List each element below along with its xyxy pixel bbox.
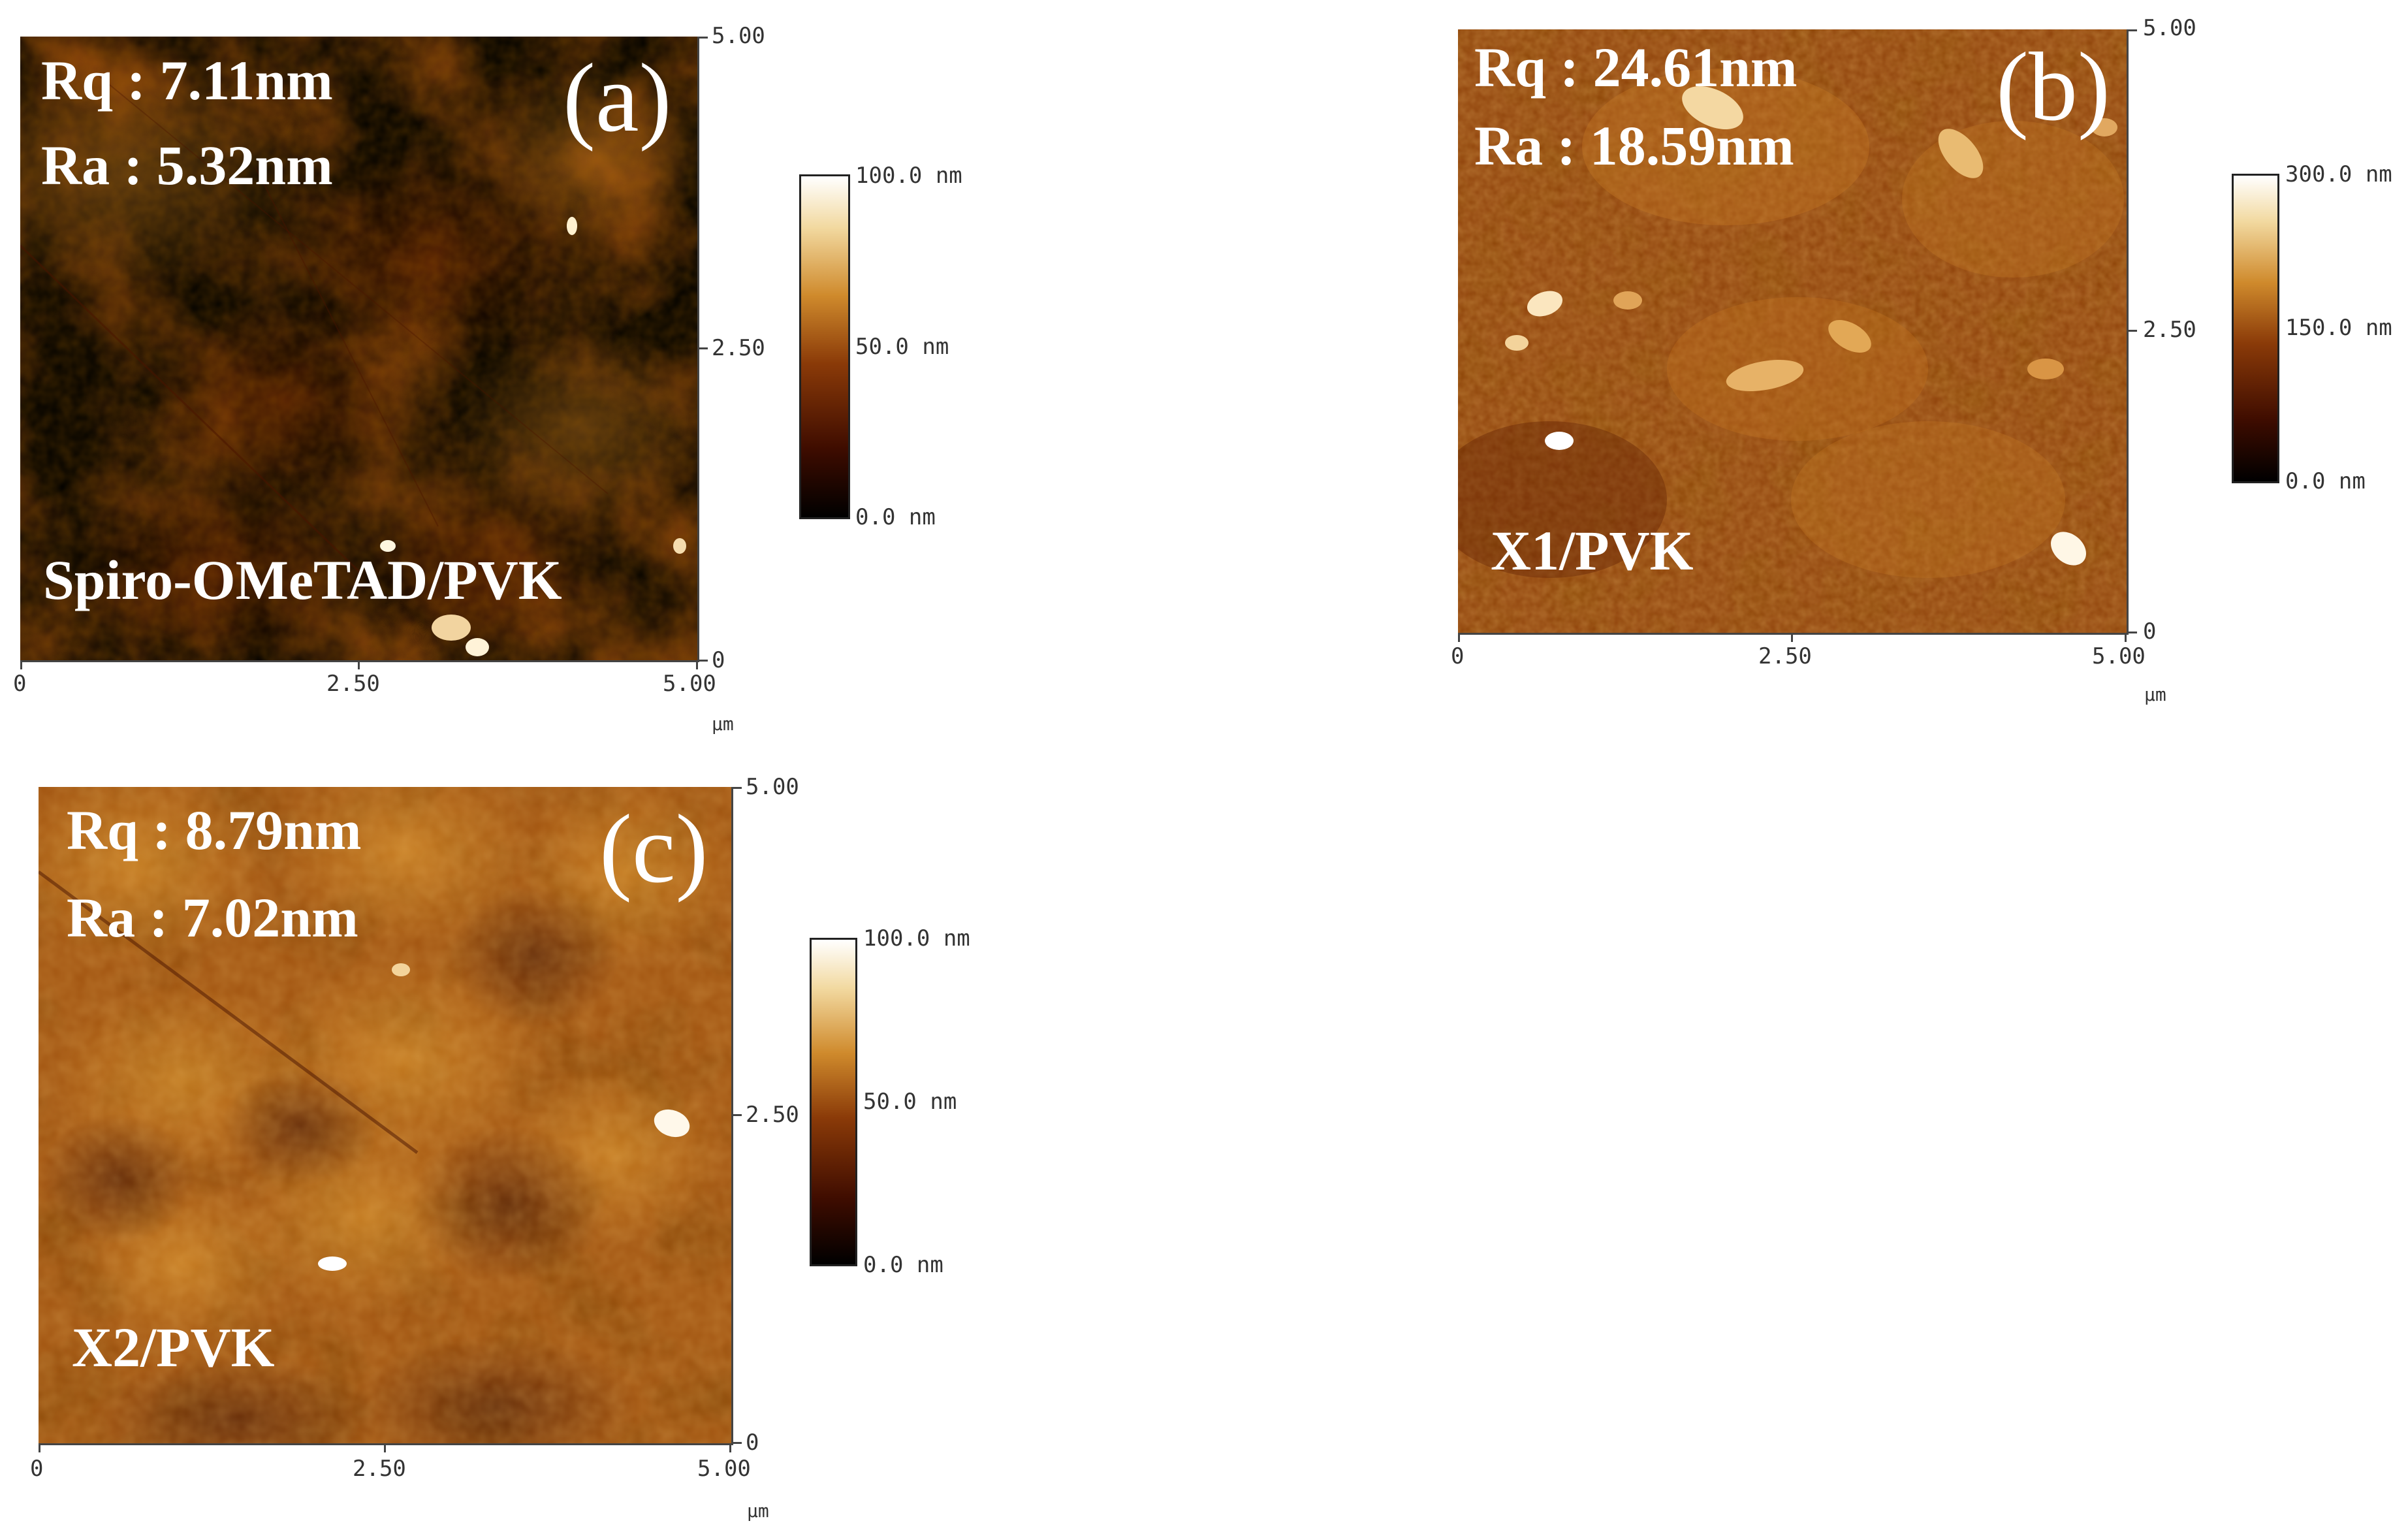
y-tick-label-c-2: 0 xyxy=(746,1430,759,1456)
y-tick-label-c-1: 2.50 xyxy=(746,1102,799,1128)
panel-letter-b: (b) xyxy=(1996,33,2110,141)
y-tick-a-0 xyxy=(697,37,708,39)
colorbar-mid-a: 50.0 nm xyxy=(855,334,949,360)
x-tick-c-1 xyxy=(384,1443,386,1452)
x-tick-c-0 xyxy=(39,1443,40,1452)
afm-image-a xyxy=(20,37,697,660)
y-tick-c-1 xyxy=(731,1114,742,1116)
y-tick-label-b-1: 2.50 xyxy=(2143,317,2196,343)
y-axis-a xyxy=(697,37,699,662)
y-tick-label-a-2: 0 xyxy=(712,647,725,673)
y-axis-b xyxy=(2127,29,2129,635)
sample-label-b: X1/PVK xyxy=(1491,519,1694,582)
y-tick-label-a-1: 2.50 xyxy=(712,335,765,361)
y-tick-label-c-0: 5.00 xyxy=(746,774,799,800)
unit-label-c: µm xyxy=(747,1500,769,1522)
colorbar-max-a: 100.0 nm xyxy=(855,163,962,189)
x-tick-label-b-2: 5.00 xyxy=(2092,643,2146,669)
x-tick-b-0 xyxy=(1458,633,1460,642)
colorbar-max-c: 100.0 nm xyxy=(863,925,970,952)
colorbar-mid-b: 150.0 nm xyxy=(2285,315,2392,341)
x-tick-label-c-1: 2.50 xyxy=(353,1456,406,1482)
afm-image-c xyxy=(39,787,731,1443)
colorbar-b xyxy=(2232,174,2279,483)
ra-label-a: Ra : 5.32nm xyxy=(41,134,333,197)
unit-label-a: µm xyxy=(712,713,734,735)
x-axis-c xyxy=(39,1443,731,1445)
afm-image-b xyxy=(1458,29,2127,633)
sample-label-a: Spiro-OMeTAD/PVK xyxy=(43,549,562,611)
ra-label-b: Ra : 18.59nm xyxy=(1474,114,1794,177)
x-tick-a-0 xyxy=(20,660,22,669)
y-tick-label-b-2: 0 xyxy=(2143,618,2157,645)
ra-label-c: Ra : 7.02nm xyxy=(67,886,358,949)
y-tick-c-2 xyxy=(731,1442,742,1444)
panel-letter-c: (c) xyxy=(599,795,708,903)
y-tick-a-1 xyxy=(697,347,708,349)
x-tick-label-a-0: 0 xyxy=(13,671,27,697)
y-tick-b-2 xyxy=(2127,632,2137,633)
y-tick-c-0 xyxy=(731,787,742,789)
y-tick-label-a-0: 5.00 xyxy=(712,23,765,49)
x-tick-label-b-1: 2.50 xyxy=(1758,643,1812,669)
y-tick-b-1 xyxy=(2127,330,2137,332)
y-axis-c xyxy=(731,787,733,1445)
colorbar-a xyxy=(799,174,850,519)
colorbar-max-b: 300.0 nm xyxy=(2285,161,2392,187)
x-tick-label-a-2: 5.00 xyxy=(663,671,716,697)
x-tick-label-c-2: 5.00 xyxy=(697,1456,751,1482)
panel-letter-a: (a) xyxy=(563,44,672,152)
x-axis-a xyxy=(20,660,697,662)
x-tick-a-1 xyxy=(358,660,360,669)
x-tick-b-2 xyxy=(2125,633,2127,642)
colorbar-min-b: 0.0 nm xyxy=(2285,468,2366,494)
x-tick-label-a-1: 2.50 xyxy=(326,671,380,697)
rq-label-a: Rq : 7.11nm xyxy=(41,49,333,112)
colorbar-mid-c: 50.0 nm xyxy=(863,1089,957,1115)
x-tick-c-2 xyxy=(729,1443,731,1452)
x-tick-a-2 xyxy=(696,660,698,669)
y-tick-label-b-0: 5.00 xyxy=(2143,15,2196,41)
unit-label-b: µm xyxy=(2144,684,2166,705)
x-tick-label-b-0: 0 xyxy=(1451,643,1465,669)
rq-label-c: Rq : 8.79nm xyxy=(67,799,362,861)
y-tick-a-2 xyxy=(697,660,708,662)
colorbar-min-c: 0.0 nm xyxy=(863,1252,943,1278)
colorbar-min-a: 0.0 nm xyxy=(855,504,936,530)
y-tick-b-0 xyxy=(2127,29,2137,31)
sample-label-c: X2/PVK xyxy=(72,1316,275,1379)
x-tick-label-c-0: 0 xyxy=(30,1456,44,1482)
colorbar-c xyxy=(810,938,857,1266)
x-axis-b xyxy=(1458,633,2127,635)
x-tick-b-1 xyxy=(1791,633,1793,642)
rq-label-b: Rq : 24.61nm xyxy=(1474,36,1798,99)
